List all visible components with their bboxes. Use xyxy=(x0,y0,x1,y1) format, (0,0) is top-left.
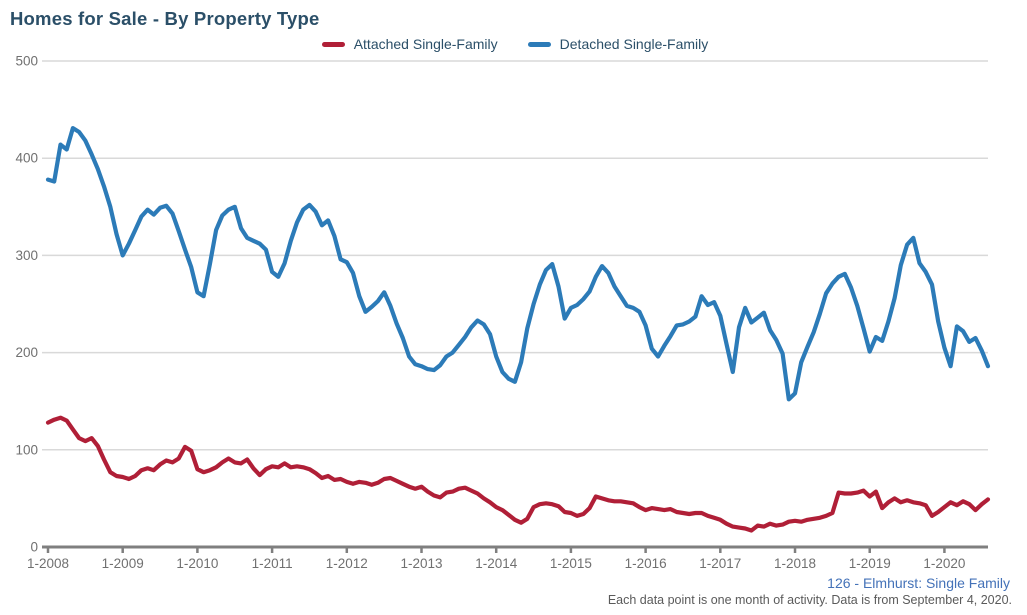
x-axis-label: 1-2017 xyxy=(699,556,741,571)
x-axis-label: 1-2020 xyxy=(923,556,965,571)
x-axis-label: 1-2008 xyxy=(27,556,69,571)
attached-series-line[interactable] xyxy=(45,415,991,533)
x-axis-label: 1-2013 xyxy=(400,556,442,571)
x-axis-label: 1-2011 xyxy=(252,556,293,571)
source-link[interactable]: 126 - Elmhurst: Single Family xyxy=(827,575,1010,591)
y-axis-label: 0 xyxy=(30,540,38,555)
y-axis-label: 300 xyxy=(15,248,38,263)
x-axis-label: 1-2014 xyxy=(475,556,518,571)
x-axis-label: 1-2016 xyxy=(625,556,667,571)
detached-series-swatch xyxy=(527,41,551,47)
y-axis-label: 400 xyxy=(15,151,38,166)
attached-series-swatch xyxy=(321,41,345,47)
x-axis-label: 1-2009 xyxy=(102,556,144,571)
legend-label-attached: Attached Single-Family xyxy=(353,36,498,52)
y-axis-label: 100 xyxy=(15,442,38,457)
legend-item-attached: Attached Single-Family xyxy=(321,36,498,52)
legend-item-detached: Detached Single-Family xyxy=(527,36,709,52)
y-axis-label: 200 xyxy=(15,345,38,360)
x-axis-label: 1-2012 xyxy=(326,556,368,571)
legend-label-detached: Detached Single-Family xyxy=(559,36,709,52)
detached-series-line[interactable] xyxy=(45,126,991,402)
page-title: Homes for Sale - By Property Type xyxy=(10,8,320,29)
x-axis-label: 1-2018 xyxy=(774,556,816,571)
y-axis-label: 500 xyxy=(15,54,38,69)
x-axis-label: 1-2015 xyxy=(550,556,592,571)
footnote: Each data point is one month of activity… xyxy=(607,593,1012,607)
x-axis-label: 1-2010 xyxy=(176,556,218,571)
x-axis-label: 1-2019 xyxy=(849,556,891,571)
legend: Attached Single-Family Detached Single-F… xyxy=(42,36,988,52)
